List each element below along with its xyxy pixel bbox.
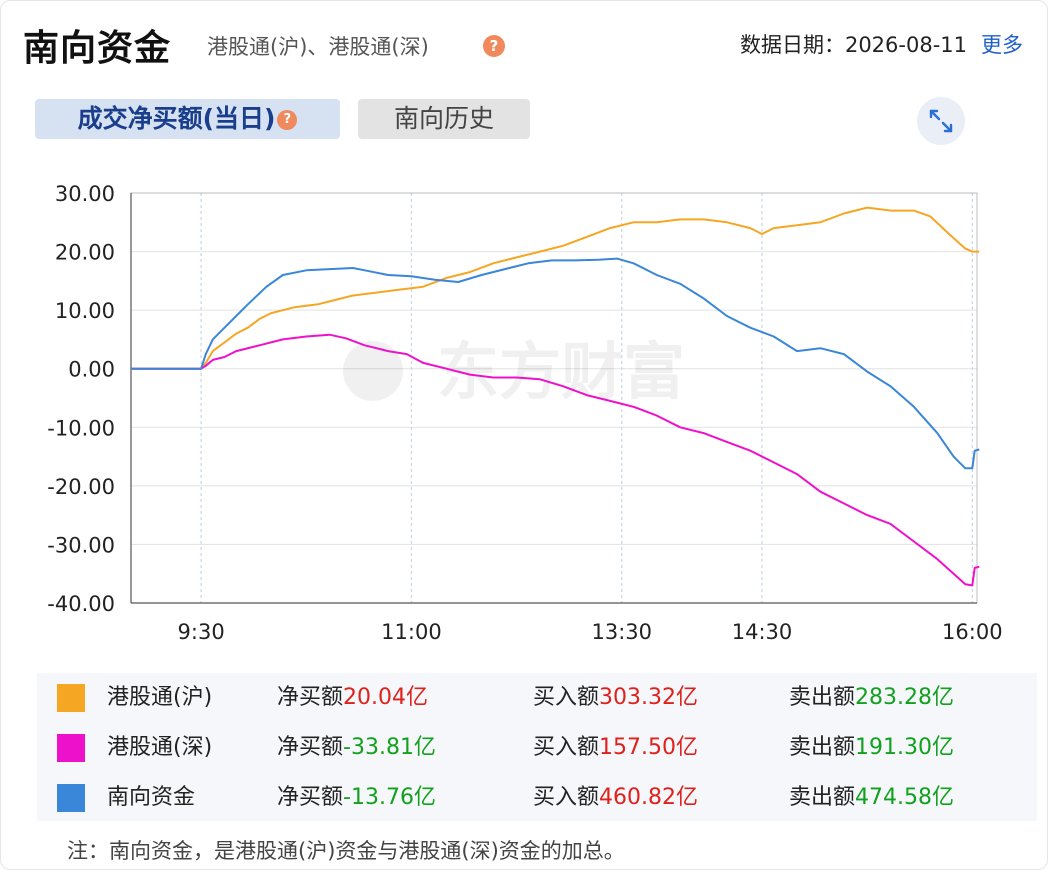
y-tick-label: 0.00 [68, 358, 115, 382]
y-tick-label: -20.00 [47, 475, 115, 499]
sell-amount-value: 191.30亿 [855, 735, 954, 760]
sell-amount: 卖出额283.28亿 [789, 673, 954, 723]
net-buy-label: 净买额 [277, 735, 344, 760]
series-line-0 [131, 206, 980, 370]
buy-amount: 买入额157.50亿 [533, 723, 698, 773]
legend-row: 南向资金 净买额-13.76亿 买入额460.82亿 卖出额474.58亿 [37, 773, 1037, 823]
y-tick-label: -10.00 [47, 416, 115, 440]
sell-amount-label: 卖出额 [789, 785, 856, 810]
series-line-2 [131, 257, 980, 470]
more-link[interactable]: 更多 [981, 33, 1023, 57]
x-tick-label: 11:00 [381, 620, 442, 644]
sell-amount-value: 283.28亿 [855, 685, 954, 710]
watermark-logo [343, 341, 403, 401]
page-subtitle: 港股通(沪)、港股通(深) [207, 35, 429, 59]
series-line-1 [131, 333, 980, 587]
buy-amount-value: 157.50亿 [599, 735, 698, 760]
tab-south-history[interactable]: 南向历史 [358, 99, 530, 139]
legend-swatch [57, 684, 85, 712]
expand-icon [929, 109, 953, 133]
legend-row: 港股通(深) 净买额-33.81亿 买入额157.50亿 卖出额191.30亿 [37, 723, 1037, 773]
x-tick-label: 13:30 [592, 620, 653, 644]
y-tick-label: -30.00 [47, 533, 115, 557]
net-buy: 净买额-33.81亿 [277, 723, 436, 773]
data-date: 数据日期：2026-08-11 [739, 33, 967, 57]
buy-amount: 买入额303.32亿 [533, 673, 698, 723]
legend-table: 港股通(沪) 净买额20.04亿 买入额303.32亿 卖出额283.28亿 港股通(深… [37, 673, 1037, 821]
sell-amount: 卖出额474.58亿 [789, 773, 954, 823]
y-tick-label: 30.00 [55, 182, 115, 206]
net-buy-label: 净买额 [277, 685, 344, 710]
x-tick-label: 14:30 [732, 620, 793, 644]
legend-name: 港股通(沪) [107, 685, 213, 710]
tab-label: 成交净买额(当日) [77, 104, 276, 133]
net-buy-chart: 30.00 20.00 10.00 0.00 -10.00 -20.00 -30.00 -40… [47, 182, 1003, 644]
help-icon[interactable]: ? [277, 110, 298, 130]
y-tick-label: 10.00 [55, 299, 115, 323]
sell-amount-value: 474.58亿 [855, 785, 954, 810]
net-buy: 净买额20.04亿 [277, 673, 428, 723]
net-buy-value: 20.04亿 [343, 685, 428, 710]
sell-amount: 卖出额191.30亿 [789, 723, 954, 773]
sell-amount-label: 卖出额 [789, 735, 856, 760]
x-tick-label: 9:30 [178, 620, 225, 644]
watermark-text: 东方财富 [437, 335, 685, 408]
legend-name: 港股通(深) [107, 735, 213, 760]
net-buy: 净买额-13.76亿 [277, 773, 436, 823]
help-icon[interactable]: ? [483, 35, 505, 57]
y-tick-label: 20.00 [55, 241, 115, 265]
legend-swatch [57, 734, 85, 762]
x-tick-label: 16:00 [942, 620, 1003, 644]
legend-row: 港股通(沪) 净买额20.04亿 买入额303.32亿 卖出额283.28亿 [37, 673, 1037, 723]
net-buy-value: -13.76亿 [343, 785, 436, 810]
net-buy-label: 净买额 [277, 785, 344, 810]
page-title: 南向资金 [23, 28, 172, 69]
buy-amount-label: 买入额 [533, 735, 600, 760]
net-buy-value: -33.81亿 [343, 735, 436, 760]
y-tick-label: -40.00 [47, 592, 115, 616]
sell-amount-label: 卖出额 [789, 685, 856, 710]
tab-net-buy-today[interactable]: 成交净买额(当日)? [35, 99, 340, 139]
buy-amount: 买入额460.82亿 [533, 773, 698, 823]
legend-name: 南向资金 [107, 785, 196, 810]
footnote: 注：南向资金，是港股通(沪)资金与港股通(深)资金的加总。 [67, 839, 625, 863]
buy-amount-label: 买入额 [533, 685, 600, 710]
buy-amount-value: 460.82亿 [599, 785, 698, 810]
expand-button[interactable] [917, 97, 965, 145]
buy-amount-label: 买入额 [533, 785, 600, 810]
buy-amount-value: 303.32亿 [599, 685, 698, 710]
tab-label: 南向历史 [393, 104, 494, 133]
legend-swatch [57, 784, 85, 812]
